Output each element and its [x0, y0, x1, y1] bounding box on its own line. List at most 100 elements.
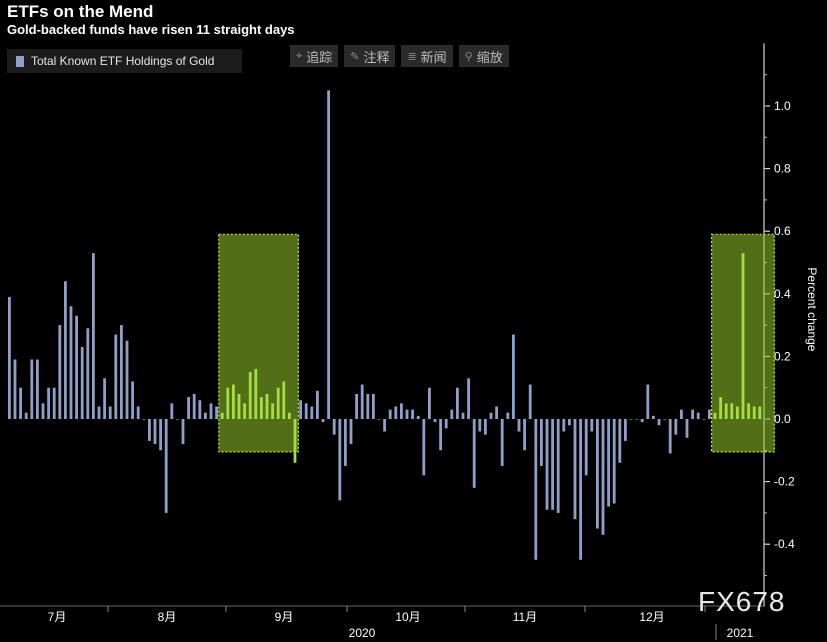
bar — [405, 409, 409, 419]
bar — [92, 253, 95, 419]
legend[interactable]: Total Known ETF Holdings of Gold — [7, 49, 242, 73]
highlight-region — [218, 233, 300, 453]
bar — [523, 419, 526, 451]
bar — [752, 406, 756, 419]
bar — [383, 419, 386, 432]
bar — [164, 419, 168, 513]
news-icon: ≣ — [407, 50, 417, 63]
month-label: 7月 — [48, 610, 67, 624]
year-label: 2020 — [349, 626, 376, 640]
bar — [640, 419, 644, 423]
bar — [691, 409, 694, 419]
month-label: 9月 — [275, 610, 294, 624]
bar — [260, 397, 263, 419]
chart-title: ETFs on the Mend — [7, 2, 154, 21]
bar — [579, 419, 582, 560]
bar — [120, 325, 123, 419]
bar — [220, 412, 224, 419]
bar — [332, 419, 336, 435]
bar — [512, 334, 515, 419]
bar — [80, 347, 84, 419]
bar — [176, 419, 179, 420]
bar — [758, 406, 762, 419]
bar — [551, 419, 554, 510]
bar — [472, 419, 476, 488]
y-tick-label: -0.2 — [774, 475, 795, 489]
bar — [125, 340, 129, 419]
bar — [517, 419, 521, 432]
bar — [52, 387, 56, 419]
bar — [209, 403, 213, 419]
bar — [372, 393, 375, 419]
track-label: 追踪 — [306, 49, 333, 65]
bar — [377, 419, 381, 420]
bar — [19, 387, 22, 419]
bar — [422, 419, 426, 476]
bar — [355, 393, 358, 419]
legend-label: Total Known ETF Holdings of Gold — [31, 54, 215, 68]
chart-toolbar: ⌖ 追踪 ✎ 注释 ≣ 新闻 ⚲ 缩放 — [290, 45, 509, 67]
chart-subtitle: Gold-backed funds have risen 11 straight… — [7, 22, 295, 37]
track-button[interactable]: ⌖ 追踪 — [290, 45, 339, 67]
bar — [338, 419, 342, 501]
bar — [159, 419, 162, 451]
bar — [685, 419, 689, 438]
news-button[interactable]: ≣ 新闻 — [401, 45, 453, 67]
bar — [528, 384, 532, 419]
y-tick-label: 0.6 — [774, 224, 791, 238]
bar — [321, 419, 325, 423]
bar — [590, 419, 594, 432]
bar — [276, 387, 280, 419]
bar — [192, 393, 196, 419]
bar — [13, 359, 17, 419]
bar — [271, 403, 274, 419]
bar — [680, 409, 683, 419]
bar — [75, 315, 78, 419]
bar — [741, 253, 745, 419]
bar — [58, 325, 62, 419]
bar — [237, 393, 241, 419]
bar — [568, 419, 571, 426]
bar — [170, 403, 174, 419]
bar — [232, 384, 235, 419]
month-label: 11月 — [513, 610, 537, 624]
bar — [265, 393, 269, 419]
y-tick-label: -0.4 — [774, 537, 795, 551]
bar — [360, 384, 364, 419]
bar — [86, 328, 90, 419]
bar — [204, 412, 207, 419]
bar — [702, 419, 706, 420]
bar — [484, 419, 487, 435]
bar — [657, 419, 661, 426]
bar — [461, 412, 465, 419]
bar — [327, 90, 330, 419]
bar — [708, 409, 711, 419]
bar — [131, 381, 134, 419]
annotate-button[interactable]: ✎ 注释 — [344, 45, 396, 67]
news-label: 新闻 — [420, 49, 447, 65]
y-tick-label: 0.8 — [774, 162, 791, 176]
bar — [545, 419, 549, 510]
annotate-label: 注释 — [363, 49, 390, 65]
bar — [142, 419, 146, 420]
bar — [534, 419, 538, 560]
bar — [629, 419, 633, 420]
bar — [584, 419, 588, 476]
bar — [400, 403, 403, 419]
bar — [540, 419, 543, 466]
bar — [428, 387, 431, 419]
y-tick-label: 1.0 — [774, 99, 791, 113]
bar — [635, 419, 638, 420]
year-label: 2021 — [727, 626, 754, 640]
bar — [8, 296, 11, 419]
bar — [394, 406, 398, 419]
bar — [646, 384, 650, 419]
month-label: 12月 — [639, 610, 664, 624]
bar — [607, 419, 610, 507]
bar — [601, 419, 605, 535]
bar — [254, 368, 258, 419]
zoom-button[interactable]: ⚲ 缩放 — [458, 45, 509, 67]
bar — [388, 409, 392, 419]
bar — [153, 419, 157, 445]
